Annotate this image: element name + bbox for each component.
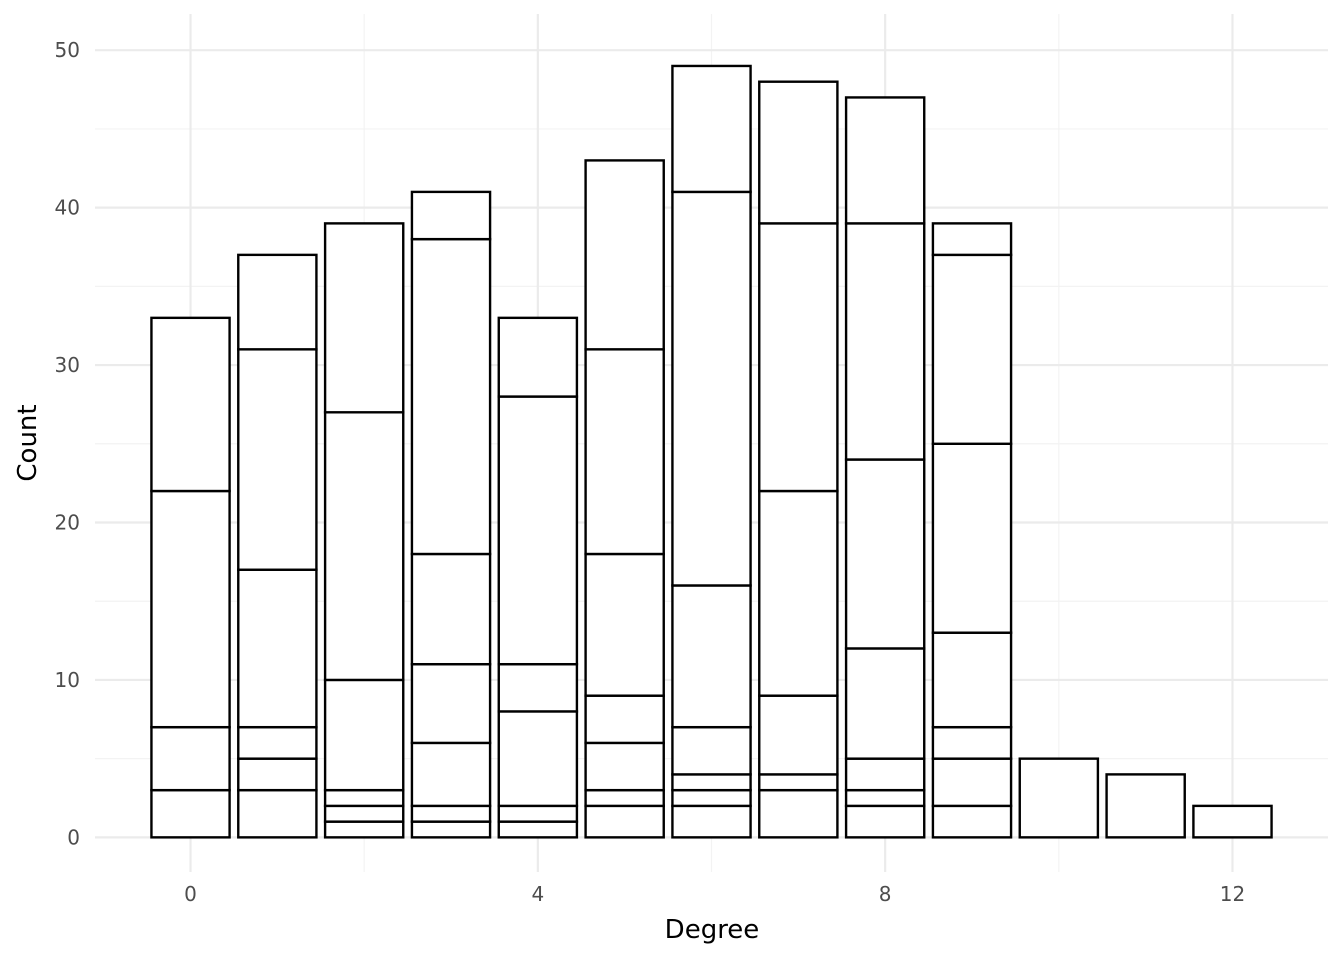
bar-segment <box>323 678 405 792</box>
bar-segment <box>323 804 405 823</box>
bar-segment <box>584 552 665 697</box>
bar-segment <box>410 662 492 745</box>
bar-segment <box>237 725 318 760</box>
bar-stack <box>758 80 839 839</box>
bar-segment <box>671 788 752 808</box>
y-tick-label: 50 <box>55 38 80 62</box>
bar-segment <box>237 253 318 351</box>
bar-segment <box>410 741 492 808</box>
bar-segment <box>671 584 752 729</box>
bar-segment <box>584 741 665 792</box>
x-tick-label: 4 <box>531 882 544 906</box>
x-tick-label: 0 <box>184 882 197 906</box>
bar-segment <box>931 222 1013 257</box>
bar-stack <box>237 253 318 839</box>
bar-segment <box>584 804 665 839</box>
bar-segment <box>844 96 926 225</box>
bar-segment <box>323 820 405 839</box>
y-axis-title: Count <box>13 404 43 481</box>
bar-segment <box>931 631 1013 729</box>
bar-segment <box>758 80 839 225</box>
bars <box>150 64 1273 839</box>
bar-stack <box>931 222 1013 839</box>
bar-segment <box>758 222 839 493</box>
bar-stack <box>844 96 926 839</box>
bar-segment <box>237 568 318 729</box>
bar-stack <box>150 316 231 839</box>
bar-segment <box>844 647 926 760</box>
bar-segment <box>410 237 492 556</box>
y-tick-label: 40 <box>55 196 80 220</box>
bar-segment <box>1192 804 1273 839</box>
bar-segment <box>844 804 926 839</box>
bar-stack <box>497 316 579 839</box>
y-axis-ticks: 0 10 20 30 40 50 <box>55 38 80 849</box>
bar-stack <box>410 190 492 839</box>
x-tick-label: 12 <box>1220 882 1245 906</box>
bar-segment <box>497 395 579 666</box>
bar-segment <box>584 788 665 808</box>
bar-segment <box>584 348 665 556</box>
bar-segment <box>497 710 579 808</box>
bar-stack <box>1018 757 1100 839</box>
bar-stack <box>671 64 752 839</box>
bar-segment <box>150 316 231 493</box>
bar-segment <box>844 458 926 650</box>
bar-segment <box>150 489 231 729</box>
bar-segment <box>237 757 318 792</box>
bar-segment <box>844 757 926 792</box>
bar-segment <box>931 253 1013 445</box>
bar-segment <box>410 190 492 241</box>
bar-segment <box>497 820 579 839</box>
bar-segment <box>497 316 579 398</box>
bar-segment <box>1018 757 1100 839</box>
bar-segment <box>410 804 492 823</box>
bar-segment <box>237 788 318 839</box>
bar-segment <box>758 788 839 839</box>
bar-stack <box>1192 804 1273 839</box>
bar-segment <box>758 773 839 792</box>
bar-segment <box>1105 773 1186 839</box>
bar-segment <box>237 348 318 571</box>
bar-stack <box>1105 773 1186 839</box>
bar-segment <box>671 725 752 776</box>
bar-segment <box>758 694 839 776</box>
bar-segment <box>931 757 1013 808</box>
bar-segment <box>844 788 926 808</box>
bar-segment <box>584 694 665 745</box>
x-axis-ticks: 0 4 8 12 <box>184 882 1245 906</box>
bar-segment <box>931 725 1013 760</box>
bar-segment <box>671 804 752 839</box>
bar-stack <box>584 159 665 839</box>
bar-segment <box>844 222 926 461</box>
bar-segment <box>150 788 231 839</box>
bar-segment <box>497 662 579 713</box>
bar-segment <box>410 820 492 839</box>
y-tick-label: 0 <box>67 825 80 849</box>
bar-segment <box>671 64 752 194</box>
bar-segment <box>323 411 405 682</box>
bar-segment <box>323 222 405 414</box>
bar-segment <box>584 159 665 351</box>
y-tick-label: 10 <box>55 668 80 692</box>
bar-segment <box>931 442 1013 634</box>
bar-segment <box>671 773 752 792</box>
bar-stack <box>323 222 405 839</box>
bar-segment <box>931 804 1013 839</box>
y-tick-label: 20 <box>55 511 80 535</box>
bar-segment <box>671 190 752 587</box>
x-axis-title: Degree <box>665 915 760 945</box>
bar-segment <box>150 725 231 792</box>
x-tick-label: 8 <box>879 882 892 906</box>
y-tick-label: 30 <box>55 353 80 377</box>
bar-segment <box>758 489 839 697</box>
bar-segment <box>410 552 492 666</box>
bar-segment <box>323 788 405 808</box>
bar-segment <box>497 804 579 823</box>
